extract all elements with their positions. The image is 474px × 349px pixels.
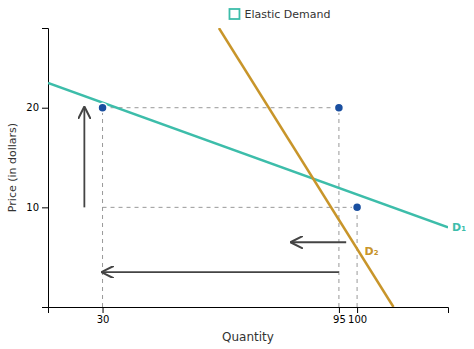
arrow (103, 271, 339, 273)
reference-line (357, 207, 358, 307)
y-tick: 20 (26, 102, 48, 113)
chart-container: 30951001020QuantityPrice (in dollars)D₁D… (0, 0, 474, 349)
y-axis-line (42, 29, 49, 308)
point (353, 203, 362, 212)
legend: Elastic Demand (229, 8, 330, 21)
point (98, 103, 107, 112)
reference-line (338, 108, 339, 307)
reference-line (102, 108, 103, 307)
point (334, 103, 343, 112)
x-tick: 30 (97, 307, 110, 325)
chart-svg: 30951001020QuantityPrice (in dollars)D₁D… (0, 0, 474, 349)
x-tick: 100 (348, 307, 367, 325)
legend-label: Elastic Demand (244, 8, 330, 21)
y-axis: 10 20 (26, 29, 48, 308)
reference-line (103, 107, 339, 108)
x-axis-title: Quantity (222, 330, 274, 344)
y-tick-label: 10 (26, 202, 39, 213)
x-tick-label: 95 (333, 314, 346, 325)
arrow (292, 241, 347, 243)
x-tick-mark (357, 307, 358, 313)
series-line (219, 28, 394, 307)
x-axis-line (49, 308, 449, 314)
plot-area: 30951001020QuantityPrice (in dollars)D₁D… (6, 28, 466, 344)
x-tick-mark (103, 307, 104, 313)
x-tick-label: 30 (97, 314, 110, 325)
y-tick-mark (42, 108, 48, 109)
y-axis-title: Price (in dollars) (6, 123, 19, 212)
y-tick: 10 (26, 202, 48, 213)
x-tick-mark (339, 307, 340, 313)
x-tick: 95 (333, 307, 346, 325)
series-line (48, 83, 448, 227)
x-tick-label: 100 (348, 314, 367, 325)
marks (48, 28, 448, 307)
series-labels: D₁ D₂ (365, 221, 467, 258)
series-label: D₁ (452, 221, 466, 234)
series-label: D₂ (365, 245, 379, 258)
x-axis: 30 95100 (49, 307, 449, 325)
y-tick-mark (42, 207, 48, 208)
y-tick-label: 20 (26, 102, 39, 113)
reference-line (103, 207, 358, 208)
legend-swatch (229, 9, 239, 19)
arrow (83, 108, 85, 208)
